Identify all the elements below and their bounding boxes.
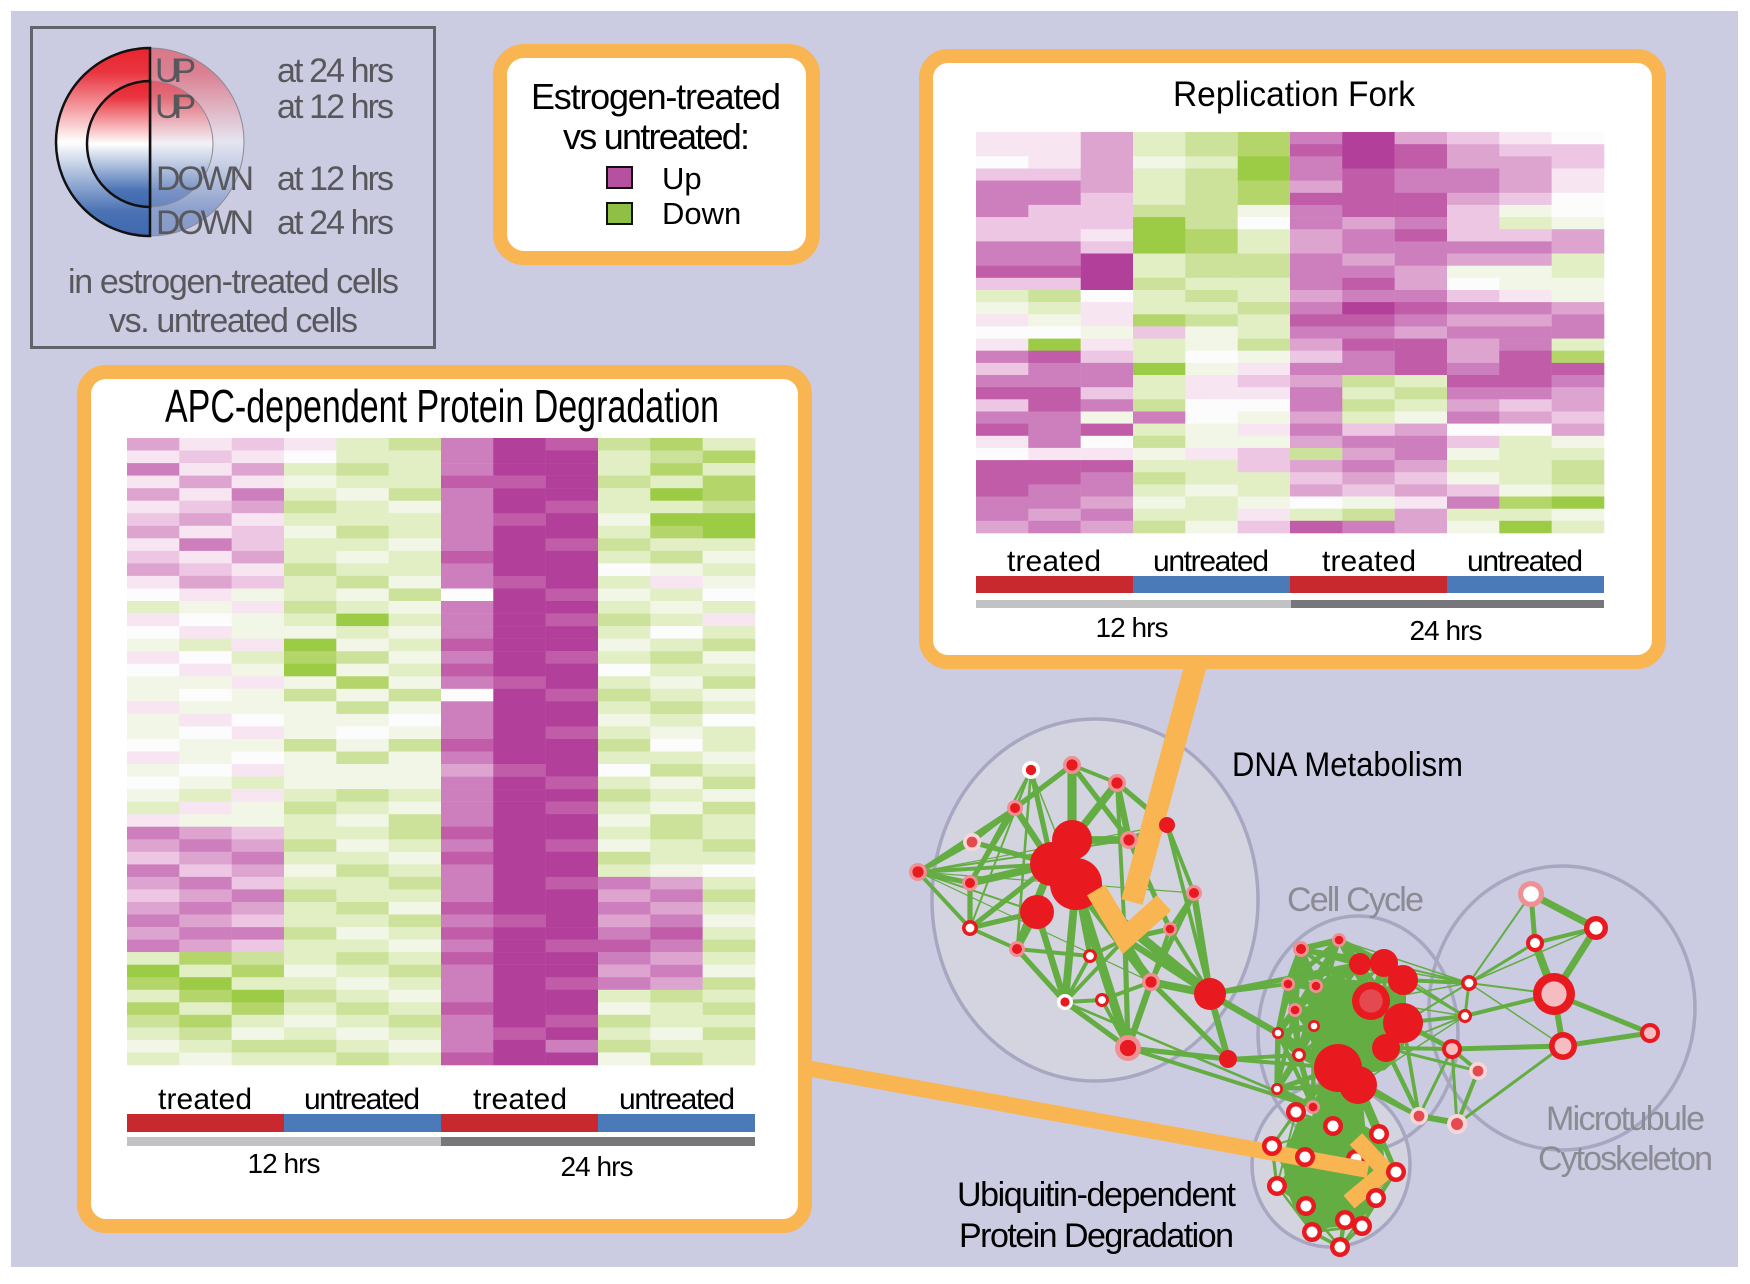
svg-text:at 12 hrs: at 12 hrs bbox=[277, 88, 394, 126]
svg-text:untreated: untreated bbox=[304, 1083, 420, 1116]
svg-text:treated: treated bbox=[158, 1083, 252, 1116]
svg-text:UP: UP bbox=[155, 88, 196, 126]
svg-text:vs. untreated cells: vs. untreated cells bbox=[109, 302, 358, 340]
svg-text:UP: UP bbox=[155, 52, 196, 90]
svg-text:treated: treated bbox=[1007, 545, 1101, 578]
svg-text:vs untreated:: vs untreated: bbox=[563, 116, 750, 157]
svg-text:24 hrs: 24 hrs bbox=[1410, 615, 1483, 646]
svg-text:DOWN: DOWN bbox=[156, 160, 254, 198]
svg-text:Down: Down bbox=[662, 196, 741, 231]
svg-text:treated: treated bbox=[473, 1083, 567, 1116]
svg-text:at 24 hrs: at 24 hrs bbox=[277, 52, 394, 90]
svg-text:at 24 hrs: at 24 hrs bbox=[277, 204, 394, 242]
svg-text:Up: Up bbox=[662, 161, 702, 196]
svg-text:DOWN: DOWN bbox=[156, 204, 254, 242]
svg-text:APC-dependent Protein Degradat: APC-dependent Protein Degradation bbox=[165, 380, 719, 432]
svg-text:12 hrs: 12 hrs bbox=[248, 1148, 321, 1179]
svg-text:Estrogen-treated: Estrogen-treated bbox=[531, 76, 781, 117]
svg-text:treated: treated bbox=[1322, 545, 1416, 578]
svg-text:Protein Degradation: Protein Degradation bbox=[959, 1217, 1234, 1255]
svg-text:Cytoskeleton: Cytoskeleton bbox=[1538, 1140, 1713, 1178]
svg-text:at 12 hrs: at 12 hrs bbox=[277, 160, 394, 198]
svg-text:Microtubule: Microtubule bbox=[1546, 1100, 1705, 1138]
svg-text:DNA Metabolism: DNA Metabolism bbox=[1232, 746, 1463, 784]
svg-text:24 hrs: 24 hrs bbox=[561, 1151, 634, 1182]
svg-text:Cell Cycle: Cell Cycle bbox=[1287, 881, 1424, 919]
svg-text:untreated: untreated bbox=[619, 1083, 735, 1116]
svg-text:12 hrs: 12 hrs bbox=[1096, 612, 1169, 643]
svg-text:Replication Fork: Replication Fork bbox=[1173, 75, 1415, 114]
svg-text:untreated: untreated bbox=[1467, 545, 1583, 578]
svg-text:untreated: untreated bbox=[1153, 545, 1269, 578]
svg-text:Ubiquitin-dependent: Ubiquitin-dependent bbox=[957, 1176, 1237, 1214]
svg-text:in estrogen-treated cells: in estrogen-treated cells bbox=[68, 263, 399, 301]
